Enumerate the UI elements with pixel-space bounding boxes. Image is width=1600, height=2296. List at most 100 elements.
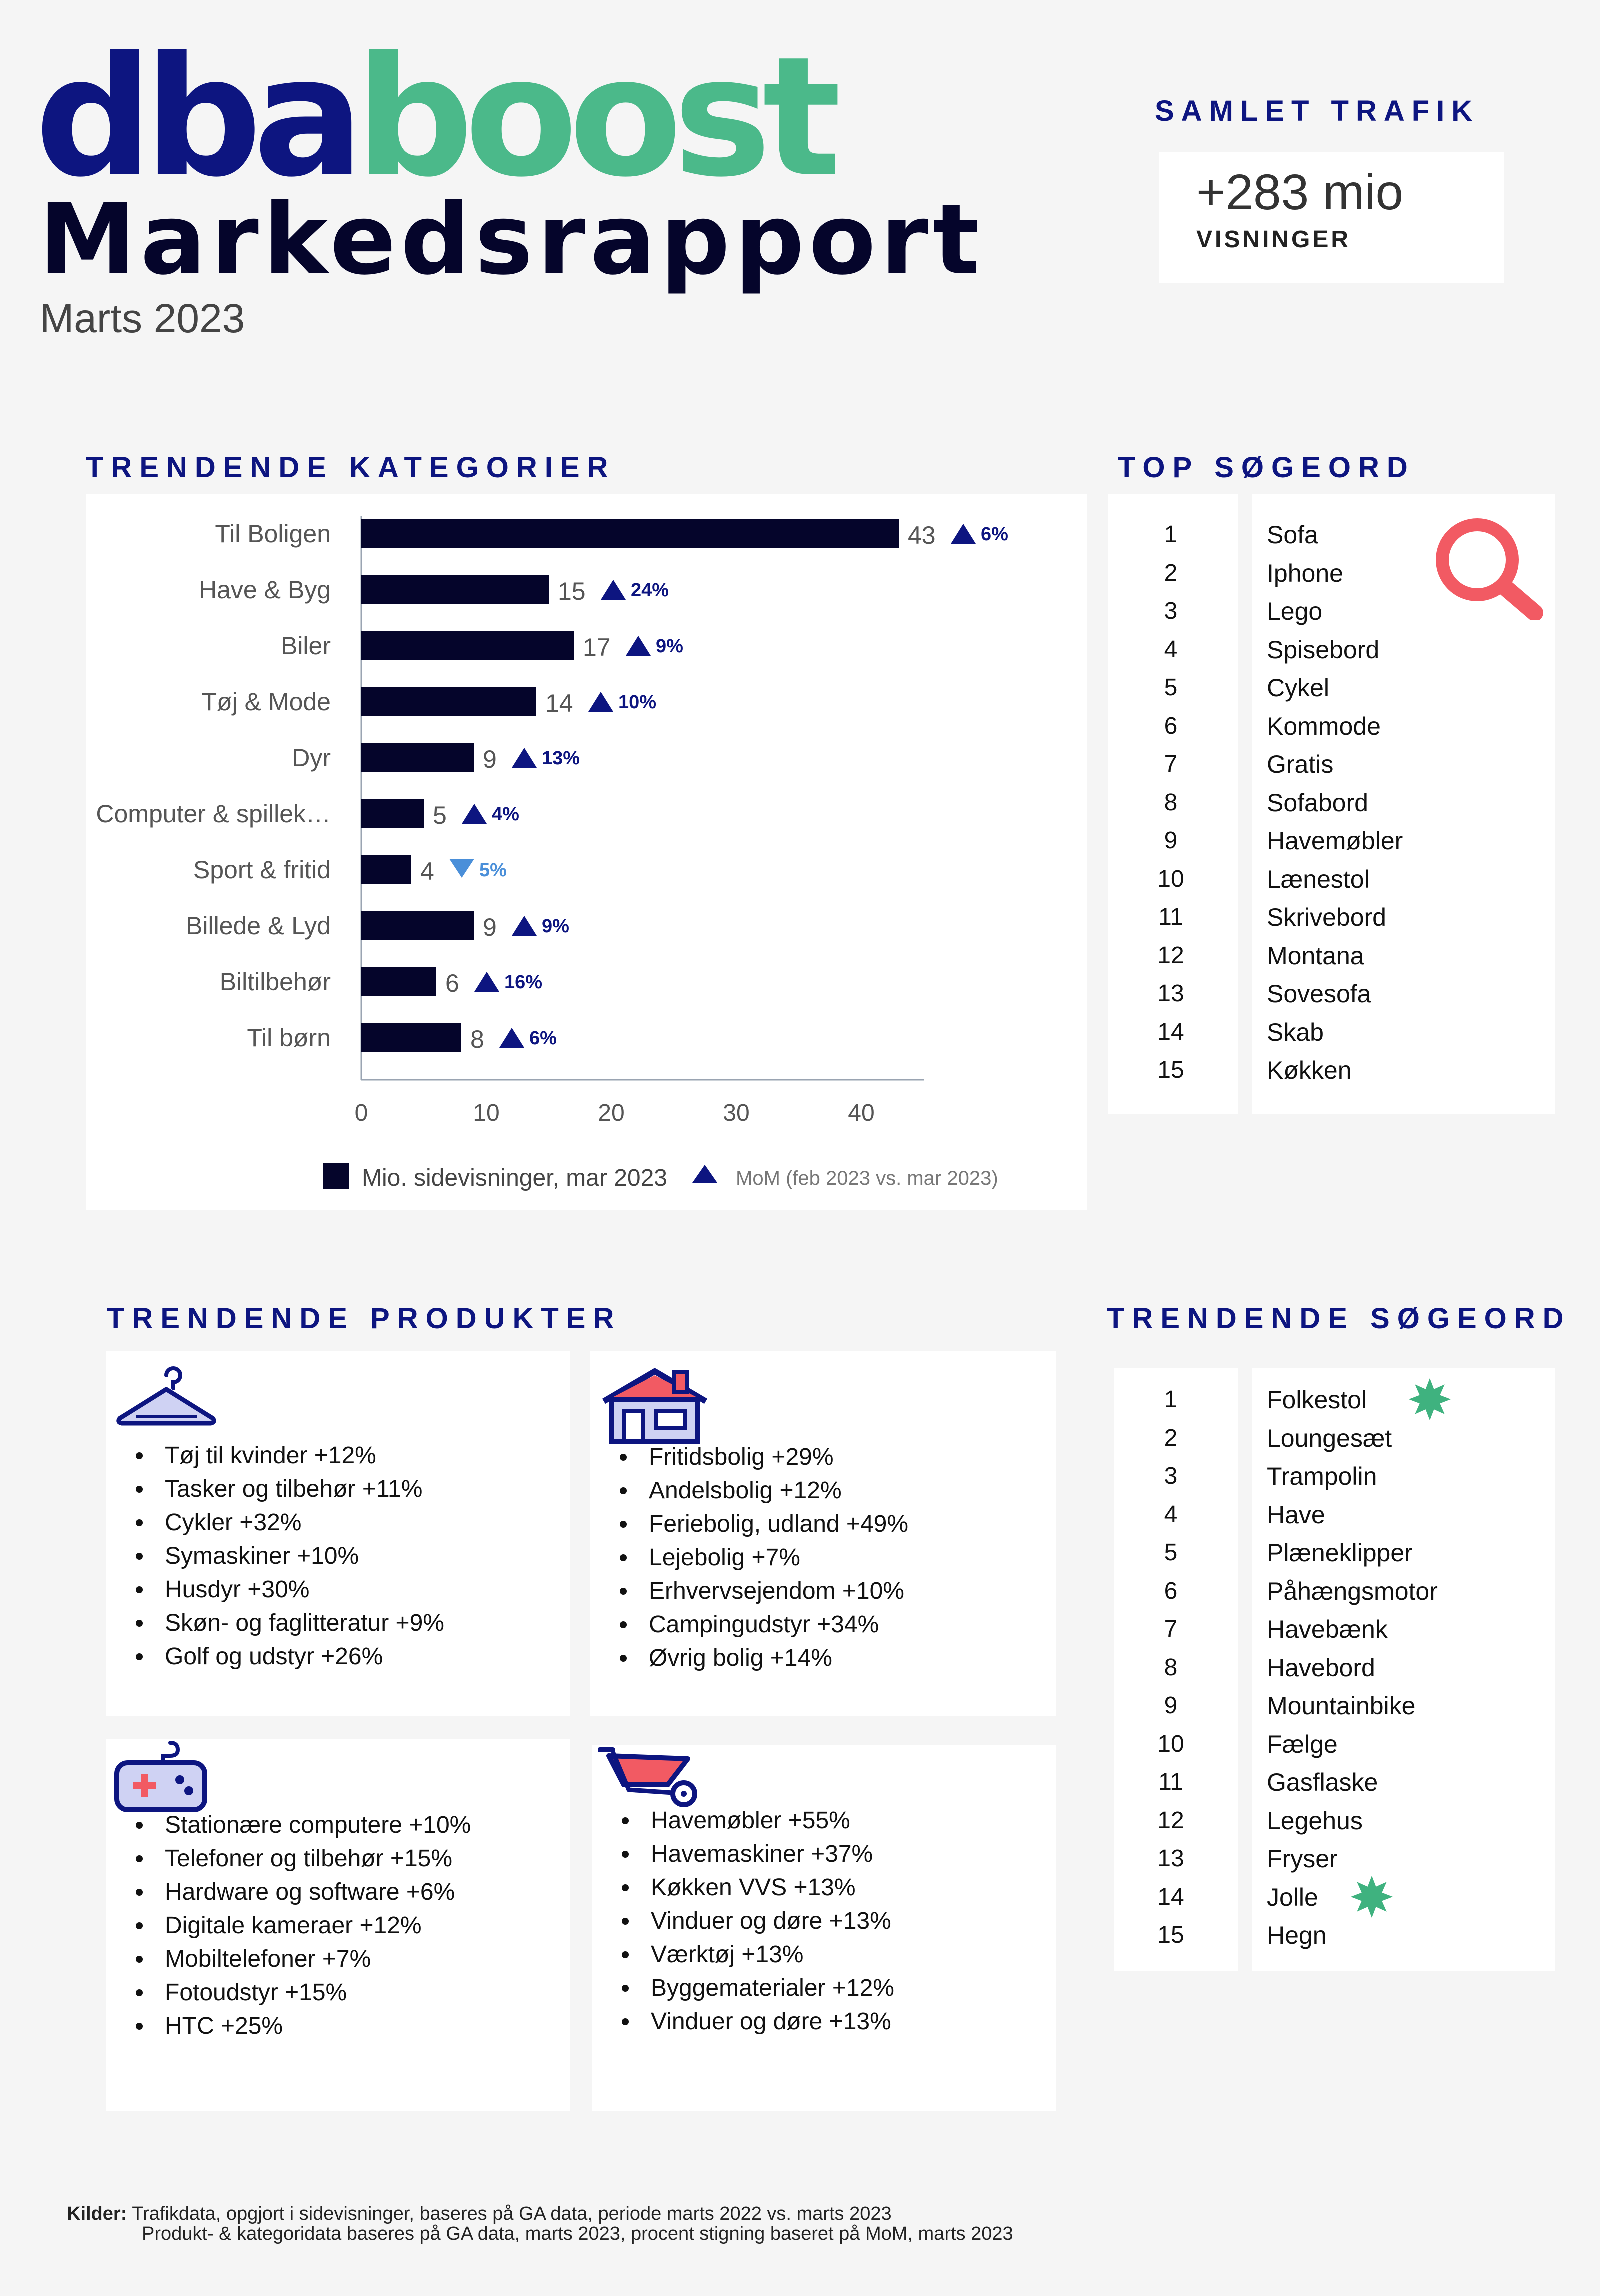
top-search-rank: 7: [1164, 751, 1178, 778]
product-item: Digitale kameraer +12%: [106, 1909, 471, 1942]
trending-search-rank: 3: [1164, 1463, 1178, 1490]
legend-mom-label: MoM (feb 2023 vs. mar 2023): [736, 1168, 998, 1190]
magnifier-icon: [1436, 518, 1544, 620]
legend-trend-icon: [692, 1165, 718, 1183]
product-item: Køkken VVS +13%: [592, 1871, 894, 1904]
product-item: Byggematerialer +12%: [592, 1972, 894, 2005]
trending-search-row: 2 Loungesæt: [1111, 1420, 1551, 1458]
trending-search-term: Trampolin: [1267, 1462, 1378, 1490]
wheelbarrow-icon: [598, 1748, 698, 1808]
trending-search-term: Jolle: [1267, 1883, 1318, 1912]
value-label: 9: [483, 746, 497, 774]
trend-up-icon: [951, 524, 976, 544]
product-item: Fotoudstyr +15%: [106, 1976, 471, 2010]
top-search-row: 7 Gratis: [1111, 746, 1551, 784]
category-label: Computer & spillek…: [96, 800, 331, 828]
value-label: 4: [420, 858, 434, 886]
logo-boost: boost: [356, 22, 842, 214]
product-list-clothing: Tøj til kvinder +12% Tasker og tilbehør …: [106, 1439, 444, 1674]
trending-search-row: 8 Havebord: [1111, 1649, 1551, 1688]
trending-search-term: Mountainbike: [1267, 1692, 1416, 1720]
top-search-term: Montana: [1267, 942, 1364, 970]
mom-label: 6%: [981, 524, 1008, 545]
product-item: Vinduer og døre +13%: [592, 2005, 894, 2038]
trending-search-row: 14 Jolle: [1111, 1876, 1551, 1918]
page-title: Markedsrapport: [39, 183, 984, 296]
value-label: 9: [483, 914, 497, 942]
mom-label: 9%: [656, 636, 684, 657]
trending-search-rank: 2: [1164, 1424, 1178, 1452]
trending-search-rank: 12: [1158, 1807, 1184, 1834]
trending-search-term: Have: [1267, 1500, 1326, 1529]
bar: [362, 576, 549, 604]
x-tick-label: 30: [723, 1100, 750, 1126]
top-search-term: Sofa: [1267, 521, 1318, 549]
traffic-label: VISNINGER: [1196, 226, 1352, 253]
sources-line-1: Kilder: Trafikdata, opgjort i sidevisnin…: [67, 2204, 892, 2224]
trend-up-icon: [601, 580, 626, 600]
bar: [362, 968, 436, 996]
bar: [362, 632, 574, 660]
top-search-rank: 11: [1158, 904, 1184, 930]
product-card-garden: Havemøbler +55% Havemaskiner +37% Køkken…: [592, 1745, 1056, 2112]
trending-search-row: 11 Gasflaske: [1111, 1764, 1551, 1802]
trending-search-rank: 4: [1164, 1501, 1178, 1528]
category-label: Biler: [281, 632, 331, 660]
trending-search-term: Fælge: [1267, 1730, 1338, 1758]
product-list-electronics: Stationære computere +10% Telefoner og t…: [106, 1808, 471, 2043]
product-card-housing: Fritidsbolig +29% Andelsbolig +12% Ferie…: [590, 1352, 1056, 1716]
gamepad-icon: [114, 1741, 208, 1812]
mom-label: 9%: [542, 916, 570, 937]
top-search-rank: 10: [1158, 866, 1184, 892]
top-search-term: Havemøbler: [1267, 827, 1404, 855]
product-item: Fritidsbolig +29%: [590, 1440, 908, 1474]
product-item: Lejebolig +7%: [590, 1541, 908, 1574]
top-search-rank: 1: [1164, 522, 1178, 548]
hanger-icon: [116, 1366, 216, 1426]
top-search-heading: TOP SØGEORD: [1118, 452, 1416, 484]
top-search-term: Skrivebord: [1267, 904, 1386, 932]
x-tick-label: 20: [598, 1100, 624, 1126]
trending-search-row: 7 Havebænk: [1111, 1610, 1551, 1649]
categories-chart-card: 0 10 20 30 40 Til Boligen 43 6% Have & Byg 15 24% B…: [86, 494, 1088, 1210]
trending-search-term: Gasflaske: [1267, 1768, 1378, 1796]
top-search-row: 9 Havemøbler: [1111, 822, 1551, 860]
trend-up-icon: [626, 636, 651, 656]
top-search-rank: 6: [1164, 712, 1178, 740]
value-label: 14: [546, 690, 574, 718]
bar: [362, 688, 536, 716]
top-search-row: 2 Iphone: [1111, 554, 1551, 593]
product-item: Campingudstyr +34%: [590, 1608, 908, 1642]
product-item: Havemaskiner +37%: [592, 1838, 894, 1871]
trending-search-heading: TRENDENDE SØGEORD: [1107, 1302, 1572, 1335]
legend-series-label: Mio. sidevisninger, mar 2023: [362, 1165, 668, 1192]
star-burst-icon: [1409, 1378, 1451, 1420]
product-item: Tasker og tilbehør +11%: [106, 1472, 444, 1506]
mom-label: 13%: [542, 748, 580, 769]
top-search-list: 1 Sofa 2 Iphone 3 Lego 4 Spisebord 5 Cykel 6 Kommod…: [1111, 516, 1551, 1090]
bar: [362, 912, 474, 940]
product-item: Andelsbolig +12%: [590, 1474, 908, 1508]
top-search-row: 4 Spisebord: [1111, 631, 1551, 670]
top-search-row: 15 Køkken: [1111, 1052, 1551, 1090]
product-item: Cykler +32%: [106, 1506, 444, 1540]
trending-search-row: 5 Plæneklipper: [1111, 1534, 1551, 1572]
category-label: Dyr: [292, 744, 331, 772]
product-item: Tøj til kvinder +12%: [106, 1439, 444, 1472]
top-search-term: Spisebord: [1267, 636, 1380, 664]
trend-up-icon: [512, 916, 537, 936]
category-label: Til Boligen: [215, 520, 331, 548]
bar: [362, 744, 474, 772]
category-label: Billede & Lyd: [186, 912, 331, 940]
top-search-term: Iphone: [1267, 559, 1344, 588]
trending-search-rank: 1: [1164, 1386, 1178, 1413]
product-list-housing: Fritidsbolig +29% Andelsbolig +12% Ferie…: [590, 1440, 908, 1675]
product-item: Golf og udstyr +26%: [106, 1640, 444, 1674]
top-search-term: Lænestol: [1267, 865, 1370, 894]
trend-down-icon: [450, 859, 474, 878]
top-search-row: 1 Sofa: [1111, 516, 1551, 554]
trending-search-rank: 8: [1164, 1654, 1178, 1681]
top-search-rank: 14: [1158, 1018, 1184, 1046]
top-search-rank: 12: [1158, 942, 1184, 969]
top-search-term: Kommode: [1267, 712, 1381, 740]
